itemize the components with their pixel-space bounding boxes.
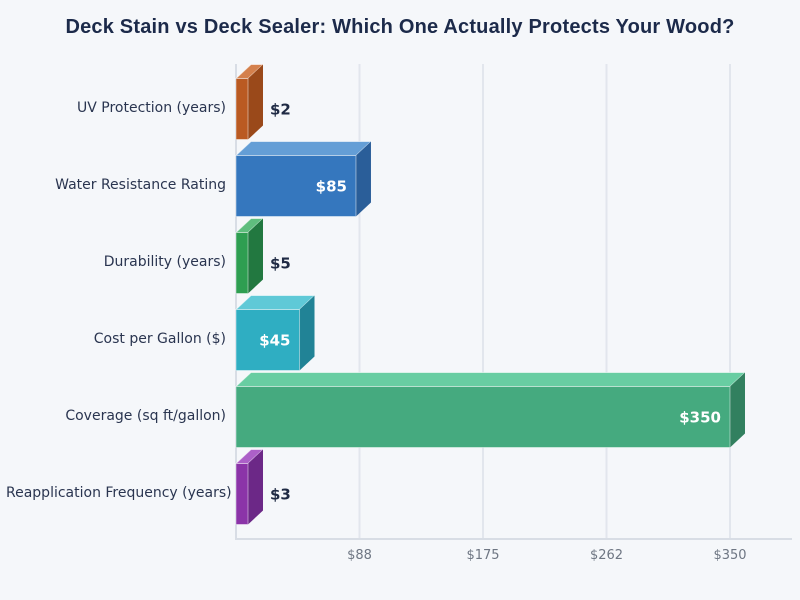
x-tick-label-350: $350 xyxy=(713,548,747,563)
value-label-durability-years: $5 xyxy=(270,255,291,273)
x-tick-label-262: $262 xyxy=(589,548,624,563)
bar-side-face-durability-years xyxy=(248,218,263,294)
bar-front-face-coverage-sq-ft-gallon xyxy=(235,386,731,448)
category-label-coverage-sq-ft-gallon: Coverage (sq ft/gallon) xyxy=(65,408,226,424)
bar-side-face-reapplication-frequency-years xyxy=(248,449,263,525)
bar-front-face-reapplication-frequency-years xyxy=(235,463,249,525)
bar-front-face-cost-per-gallon xyxy=(235,309,301,371)
category-label-reapplication-frequency-years: Reapplication Frequency (years) xyxy=(6,485,232,501)
category-label-uv-protection-years: UV Protection (years) xyxy=(76,100,226,116)
value-label-cost-per-gallon: $45 xyxy=(259,332,290,350)
bar-side-face-water-resistance-rating xyxy=(355,141,371,217)
x-tick-label-88: $88 xyxy=(347,548,372,563)
bar-front-face-durability-years xyxy=(235,232,249,294)
bar-front-face-uv-protection-years xyxy=(235,78,249,140)
chart-title: Deck Stain vs Deck Sealer: Which One Act… xyxy=(65,16,735,38)
bar-top-face-water-resistance-rating xyxy=(234,141,373,156)
category-label-durability-years: Durability (years) xyxy=(103,254,226,270)
value-label-coverage-sq-ft-gallon: $350 xyxy=(679,409,721,427)
value-label-water-resistance-rating: $85 xyxy=(316,178,347,196)
category-label-water-resistance-rating: Water Resistance Rating xyxy=(55,177,226,193)
bar-front-face-water-resistance-rating xyxy=(235,155,357,217)
bar-side-face-cost-per-gallon xyxy=(299,295,315,371)
bar-side-face-coverage-sq-ft-gallon xyxy=(730,372,745,448)
value-label-uv-protection-years: $2 xyxy=(270,101,291,119)
bar-top-face-coverage-sq-ft-gallon xyxy=(234,372,747,387)
value-label-reapplication-frequency-years: $3 xyxy=(270,486,291,504)
category-label-cost-per-gallon: Cost per Gallon ($) xyxy=(93,331,226,347)
bar-side-face-uv-protection-years xyxy=(248,64,263,140)
x-tick-label-175: $175 xyxy=(466,548,500,563)
